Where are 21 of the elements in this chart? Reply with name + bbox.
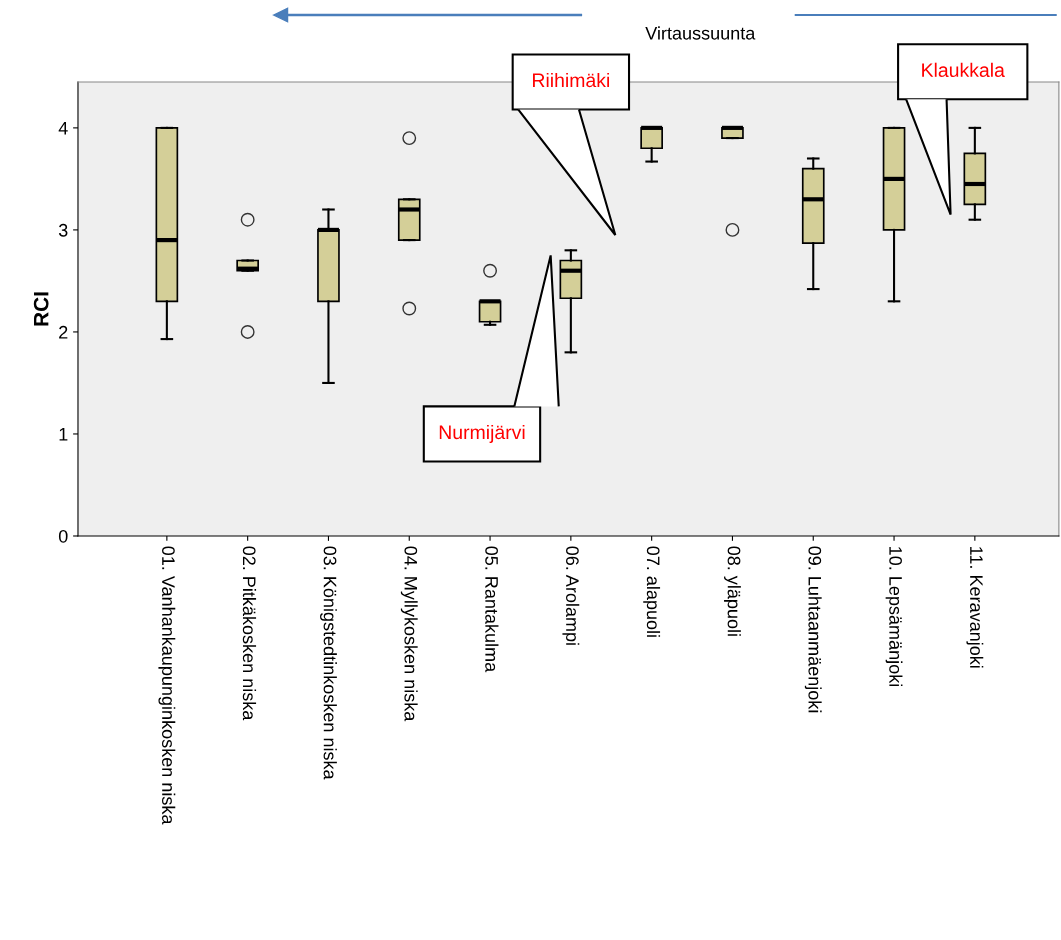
- annotation: Riihimäki: [533, 72, 609, 88]
- y-tick-label: 3: [58, 223, 68, 237]
- y-tick-label: 1: [59, 428, 68, 441]
- annotation: Nurmijärvi: [439, 424, 525, 444]
- x-tick-label: 11. Keravanjoki: [966, 547, 984, 668]
- text: Virtaussuunta: [645, 26, 756, 40]
- y-tick-label: 2: [59, 325, 68, 339]
- y-axis-title: RCI: [33, 292, 49, 326]
- y-tick-label: 4: [58, 122, 68, 135]
- x-tick-label: 08. yläpuoli: [724, 546, 741, 636]
- x-tick-label: 05. Rantakulma: [485, 546, 499, 673]
- x-tick-label: 10. Lepsämänjoki: [885, 547, 903, 687]
- x-tick-label: 01. Vanhankaupunginkosken niska: [158, 546, 176, 825]
- x-tick-label: 07. alapuoli: [643, 546, 661, 637]
- x-tick-label: 06. Arolampi: [562, 546, 580, 645]
- x-tick-label: 09. Luhtaanmäenjoki: [804, 546, 822, 713]
- text: Klaukkala: [922, 62, 1005, 77]
- x-tick-label: 03. Königstedtinkosken niska: [320, 546, 337, 780]
- x-tick-label: 02. Pitkäkosken niska: [242, 546, 257, 721]
- y-tick-label: 0: [58, 529, 68, 543]
- x-tick-label: 04. Myllykosken niska: [400, 546, 418, 722]
